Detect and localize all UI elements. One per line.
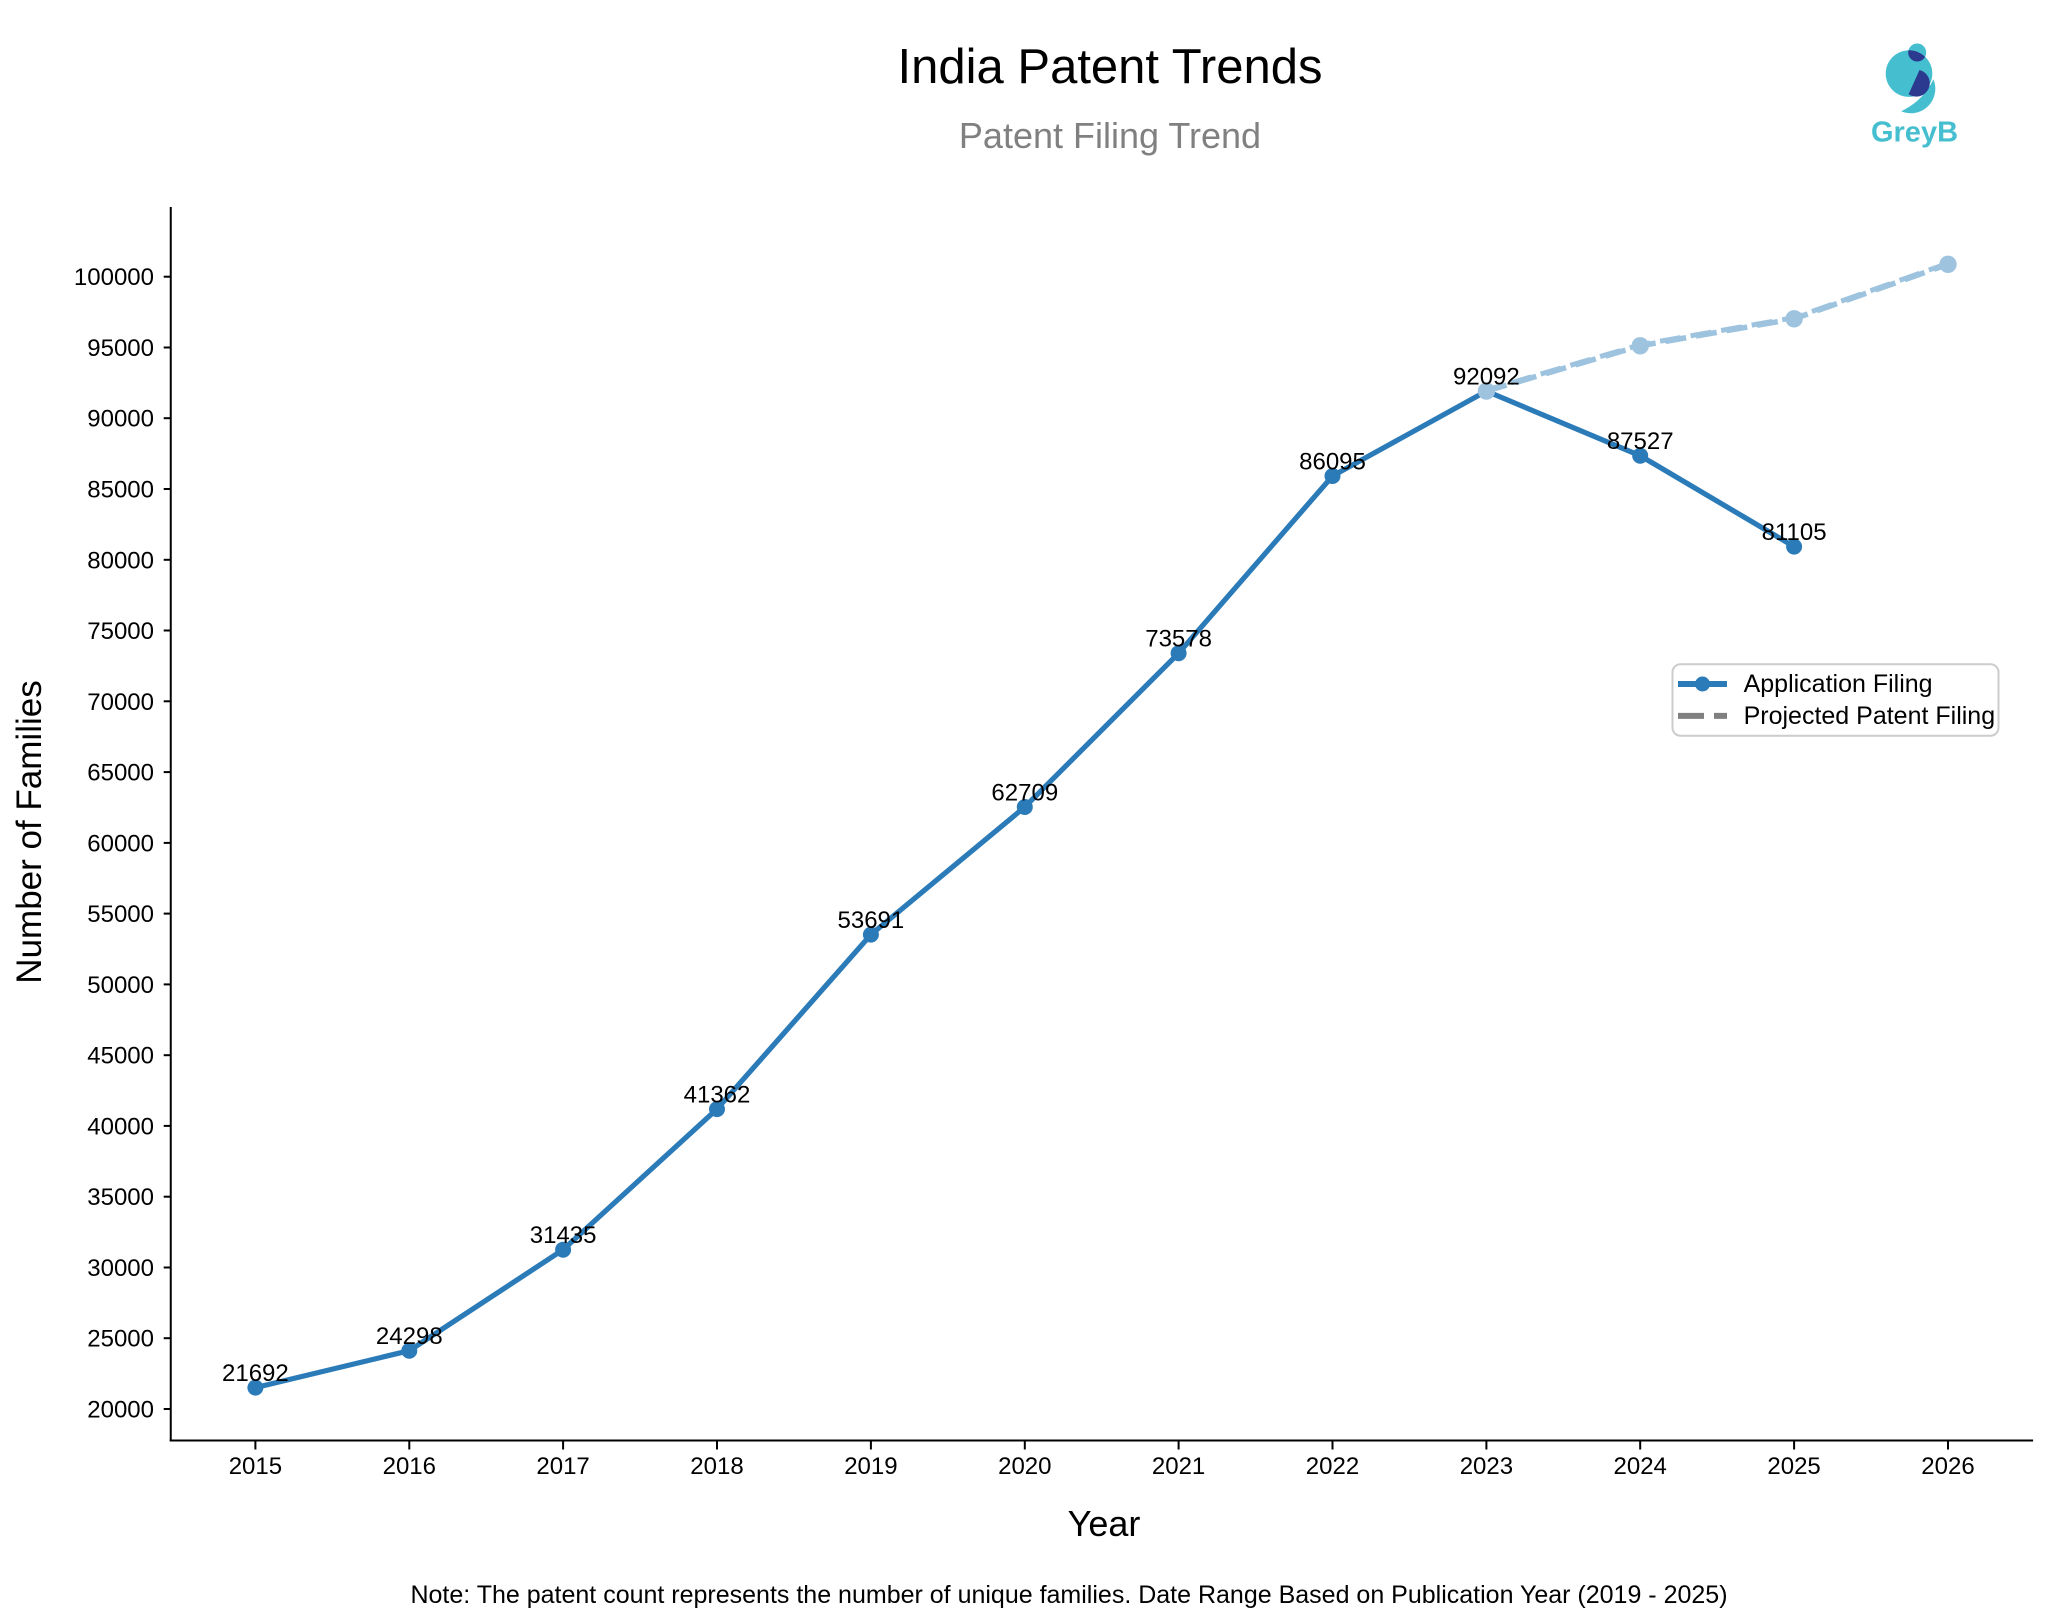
svg-text:86095: 86095: [1299, 449, 1366, 476]
svg-text:2021: 2021: [1152, 1453, 1205, 1480]
svg-text:90000: 90000: [87, 406, 154, 433]
svg-text:Projected Patent Filing: Projected Patent Filing: [1744, 702, 1996, 730]
svg-text:2016: 2016: [383, 1453, 436, 1480]
svg-text:92092: 92092: [1453, 364, 1520, 391]
svg-text:24298: 24298: [376, 1323, 443, 1350]
svg-text:73578: 73578: [1145, 626, 1212, 653]
svg-text:Year: Year: [1068, 1503, 1141, 1544]
svg-text:53691: 53691: [838, 907, 905, 934]
svg-text:30000: 30000: [87, 1255, 154, 1282]
svg-text:35000: 35000: [87, 1184, 154, 1211]
svg-text:55000: 55000: [87, 901, 154, 928]
svg-text:31435: 31435: [530, 1222, 597, 1249]
svg-text:62709: 62709: [991, 780, 1058, 807]
svg-text:India Patent Trends: India Patent Trends: [898, 40, 1323, 94]
svg-text:2024: 2024: [1614, 1453, 1667, 1480]
svg-text:41362: 41362: [684, 1082, 751, 1109]
svg-text:60000: 60000: [87, 830, 154, 857]
svg-text:GreyB: GreyB: [1871, 117, 1958, 149]
svg-text:85000: 85000: [87, 477, 154, 504]
svg-text:40000: 40000: [87, 1113, 154, 1140]
svg-text:45000: 45000: [87, 1043, 154, 1070]
svg-text:100000: 100000: [74, 264, 154, 291]
svg-text:2017: 2017: [536, 1453, 589, 1480]
svg-text:80000: 80000: [87, 547, 154, 574]
svg-text:2019: 2019: [844, 1453, 897, 1480]
svg-text:2026: 2026: [1921, 1453, 1974, 1480]
svg-text:Note: The patent count represe: Note: The patent count represents the nu…: [410, 1581, 1727, 1609]
svg-text:2018: 2018: [690, 1453, 743, 1480]
svg-text:2020: 2020: [998, 1453, 1051, 1480]
svg-text:75000: 75000: [87, 618, 154, 645]
svg-text:2025: 2025: [1767, 1453, 1820, 1480]
svg-text:21692: 21692: [222, 1360, 289, 1387]
svg-text:81105: 81105: [1762, 519, 1827, 546]
svg-text:Number of Families: Number of Families: [10, 680, 49, 983]
svg-text:20000: 20000: [87, 1397, 154, 1424]
svg-text:25000: 25000: [87, 1326, 154, 1353]
svg-text:2015: 2015: [229, 1453, 282, 1480]
svg-text:70000: 70000: [87, 689, 154, 716]
svg-text:Application Filing: Application Filing: [1744, 670, 1933, 698]
svg-text:2023: 2023: [1460, 1453, 1513, 1480]
svg-text:50000: 50000: [87, 972, 154, 999]
svg-text:87527: 87527: [1607, 428, 1674, 455]
svg-text:2022: 2022: [1306, 1453, 1359, 1480]
svg-text:95000: 95000: [87, 335, 154, 362]
svg-text:65000: 65000: [87, 760, 154, 787]
svg-text:Patent Filing Trend: Patent Filing Trend: [959, 115, 1261, 156]
